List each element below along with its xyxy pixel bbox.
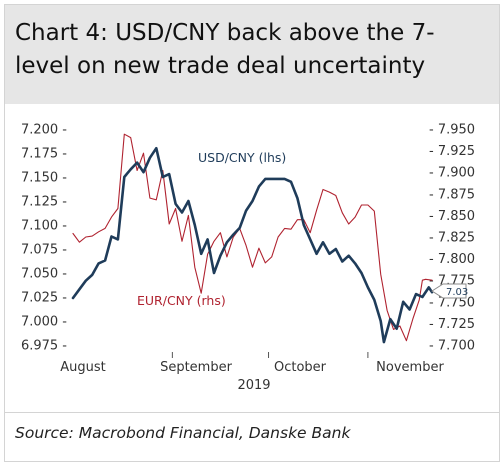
left-tick-label: 6.975 - — [21, 339, 67, 354]
source-divider — [5, 412, 499, 413]
title-box: Chart 4: USD/CNY back above the 7-level … — [5, 5, 499, 104]
left-y-axis: 7.200 - 7.175 - 7.150 - 7.125 - 7.100 - 7.075… — [21, 123, 67, 354]
last-value-flag-text: 7.03 — [446, 287, 468, 298]
right-tick-label: - 7.725 — [429, 317, 475, 332]
last-value-flag: 7.03 — [431, 283, 468, 299]
left-tick-label: 7.100 - — [21, 219, 67, 234]
source-note: Source: Macrobond Financial, Danske Bank — [15, 424, 351, 442]
left-tick-label: 7.000 - — [21, 315, 67, 330]
chart-title: Chart 4: USD/CNY back above the 7-level … — [15, 20, 435, 79]
eur-cny-line — [72, 133, 433, 342]
right-tick-label: - 7.825 — [429, 231, 475, 246]
right-tick-label: - 7.700 — [429, 339, 475, 354]
last-value-flag-shape — [431, 283, 467, 299]
left-tick-label: 7.175 - — [21, 147, 67, 162]
x-tick-label: November — [376, 360, 444, 375]
x-tick-label: October — [274, 360, 327, 375]
chart-frame: Chart 4: USD/CNY back above the 7-level … — [4, 4, 500, 462]
x-tick-label: August — [60, 360, 106, 375]
right-tick-label: - 7.750 — [429, 295, 475, 310]
left-tick-label: 7.075 - — [21, 243, 67, 258]
usd-series-label: USD/CNY (lhs) — [198, 150, 286, 165]
left-tick-label: 7.150 - — [21, 171, 67, 186]
x-tick-label: September — [160, 360, 233, 375]
right-tick-label: - 7.900 — [429, 166, 475, 181]
right-tick-label: - 7.875 — [429, 187, 475, 202]
right-tick-label: - 7.850 — [429, 209, 475, 224]
left-tick-label: 7.025 - — [21, 291, 67, 306]
usd-cny-line — [71, 146, 434, 344]
right-y-axis: - 7.950 - 7.925 - 7.900 - 7.875 - 7.850 - 7.8… — [429, 123, 475, 354]
right-tick-label: - 7.800 — [429, 252, 475, 267]
eur-series-label: EUR/CNY (rhs) — [137, 293, 226, 308]
x-year-label: 2019 — [237, 378, 270, 393]
left-tick-label: 7.200 - — [21, 123, 67, 138]
left-tick-label: 7.125 - — [21, 195, 67, 210]
right-tick-label: - 7.950 — [429, 123, 475, 138]
x-axis: August September October November 2019 — [60, 352, 444, 393]
left-tick-label: 7.050 - — [21, 267, 67, 282]
series-labels: USD/CNY (lhs) EUR/CNY (rhs) — [137, 150, 286, 308]
series-layer — [71, 133, 434, 344]
right-tick-label: - 7.925 — [429, 144, 475, 159]
